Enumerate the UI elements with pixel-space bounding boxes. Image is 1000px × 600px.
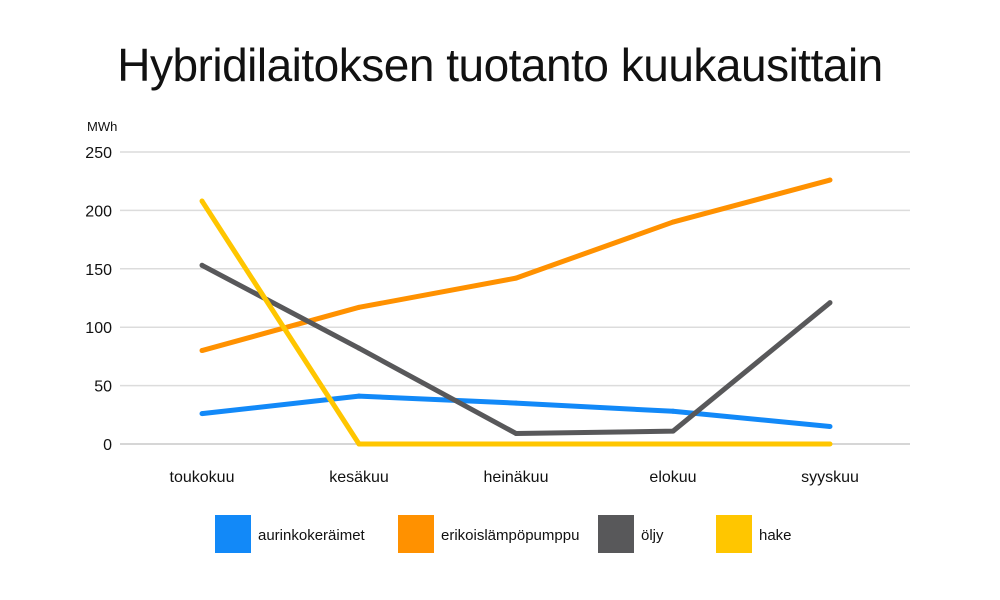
x-tick-label: toukokuu bbox=[170, 469, 235, 486]
data-point bbox=[199, 411, 205, 417]
y-tick-label: 100 bbox=[85, 320, 112, 337]
data-point bbox=[670, 428, 676, 434]
legend-label: aurinkokeräimet bbox=[258, 527, 366, 544]
data-point bbox=[356, 345, 362, 351]
x-tick-label: heinäkuu bbox=[484, 469, 549, 486]
data-point bbox=[513, 430, 519, 436]
data-point bbox=[827, 300, 833, 306]
data-point bbox=[199, 262, 205, 268]
data-point bbox=[670, 408, 676, 414]
y-tick-label: 50 bbox=[94, 379, 112, 396]
legend-swatch bbox=[598, 515, 634, 553]
data-point bbox=[356, 441, 362, 447]
data-point bbox=[356, 304, 362, 310]
data-point bbox=[199, 198, 205, 204]
series-line bbox=[201, 177, 831, 353]
legend-swatch bbox=[716, 515, 752, 553]
legend-label: erikoislämpöpumppu bbox=[441, 527, 579, 544]
data-point bbox=[670, 441, 676, 447]
data-point bbox=[199, 348, 205, 354]
y-tick-label: 150 bbox=[85, 262, 112, 279]
data-point bbox=[827, 177, 833, 183]
data-point bbox=[513, 275, 519, 281]
data-point bbox=[513, 441, 519, 447]
data-point bbox=[356, 393, 362, 399]
y-axis-unit-label: MWh bbox=[87, 119, 117, 134]
legend-label: öljy bbox=[641, 527, 664, 544]
x-tick-label: kesäkuu bbox=[329, 469, 389, 486]
data-point bbox=[513, 400, 519, 406]
y-tick-label: 200 bbox=[85, 203, 112, 220]
data-point bbox=[827, 441, 833, 447]
x-tick-label: elokuu bbox=[649, 469, 696, 486]
legend-swatch bbox=[398, 515, 434, 553]
chart-title: Hybridilaitoksen tuotanto kuukausittain bbox=[117, 39, 883, 91]
y-tick-label: 0 bbox=[103, 437, 112, 454]
data-point bbox=[670, 219, 676, 225]
y-tick-label: 250 bbox=[85, 145, 112, 162]
legend-swatch bbox=[215, 515, 251, 553]
x-tick-label: syyskuu bbox=[801, 469, 859, 486]
data-point bbox=[827, 423, 833, 429]
legend-label: hake bbox=[759, 527, 792, 544]
